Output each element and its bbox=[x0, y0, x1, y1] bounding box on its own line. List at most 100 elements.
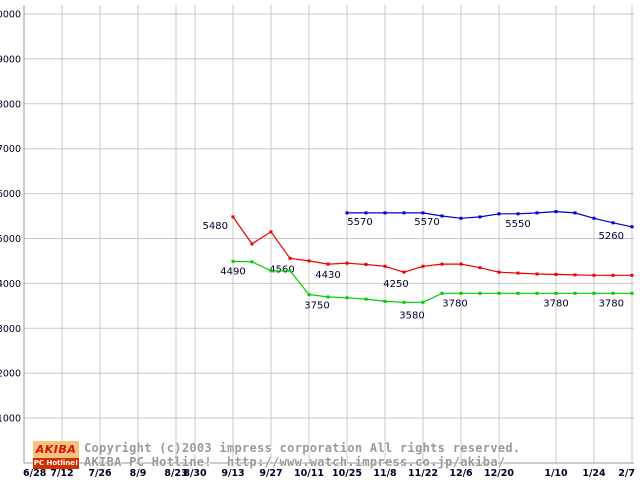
green-series-point bbox=[440, 291, 444, 295]
red-series-point bbox=[288, 256, 292, 260]
green-series-point bbox=[326, 295, 330, 299]
red-series-point bbox=[231, 215, 235, 219]
red-series-point bbox=[516, 271, 520, 275]
red-series-point bbox=[364, 263, 368, 266]
red-series-point bbox=[592, 273, 596, 277]
green-series-point bbox=[592, 291, 596, 295]
blue-series-point bbox=[554, 210, 558, 214]
green-series-point bbox=[535, 291, 539, 295]
blue-series-value-label: 5570 bbox=[414, 217, 439, 228]
x-axis-label: 12/20 bbox=[484, 468, 514, 479]
green-series-value-label: 3780 bbox=[599, 298, 624, 309]
y-axis-label: 9000 bbox=[0, 54, 21, 65]
red-series-point bbox=[459, 262, 463, 266]
red-series-point bbox=[478, 266, 482, 270]
blue-series-line bbox=[347, 210, 633, 228]
red-series-point bbox=[269, 230, 273, 234]
blue-series-point bbox=[630, 225, 634, 229]
red-series-value-label: 4560 bbox=[269, 264, 294, 275]
y-axis-label: 2000 bbox=[0, 369, 21, 380]
y-axis-label: 1000 bbox=[0, 414, 21, 425]
akiba-logo-subtext: PC Hotline! bbox=[33, 458, 79, 469]
x-axis-label: 11/22 bbox=[408, 468, 438, 479]
green-series-point bbox=[497, 291, 501, 295]
x-axis-label: 1/24 bbox=[582, 468, 606, 479]
x-axis-label: 8/23 bbox=[164, 468, 187, 479]
x-axis-label: 9/13 bbox=[221, 468, 244, 479]
y-axis-label: 8000 bbox=[0, 99, 21, 110]
x-axis-label: 9/27 bbox=[259, 468, 282, 479]
blue-series-value-label: 5550 bbox=[505, 219, 530, 230]
x-axis-label: 7/26 bbox=[88, 468, 112, 479]
red-series-value-label: 5480 bbox=[203, 221, 228, 232]
green-series-value-label: 3780 bbox=[442, 298, 467, 309]
red-series-point bbox=[573, 273, 577, 277]
blue-series-point bbox=[383, 211, 387, 215]
green-series-point bbox=[250, 260, 254, 264]
blue-series-value-label: 5570 bbox=[347, 217, 372, 228]
green-series-value-label: 3780 bbox=[543, 298, 568, 309]
y-axis-label: 6000 bbox=[0, 189, 21, 200]
red-series-value-label: 4430 bbox=[315, 270, 340, 281]
green-series-value-label: 4490 bbox=[220, 266, 245, 277]
x-axis-label: 7/12 bbox=[50, 468, 73, 479]
green-series-point bbox=[611, 291, 615, 295]
blue-series-point bbox=[421, 211, 425, 215]
green-series-point bbox=[307, 293, 311, 297]
red-series-point bbox=[611, 273, 615, 277]
copyright-line-2: AKIBA PC Hotline! http://www.watch.impre… bbox=[84, 455, 506, 469]
akiba-logo: AKIBA PC Hotline! bbox=[33, 441, 79, 469]
green-series-value-label: 3580 bbox=[399, 310, 424, 321]
blue-series-point bbox=[497, 212, 501, 216]
y-axis-label: 4000 bbox=[0, 279, 21, 290]
green-series-point bbox=[269, 269, 273, 273]
green-series-point bbox=[630, 291, 634, 295]
red-series-point bbox=[535, 272, 539, 276]
blue-series-point bbox=[478, 215, 482, 219]
green-series-line bbox=[232, 260, 632, 303]
blue-series-point bbox=[459, 216, 463, 220]
x-axis-label: 8/9 bbox=[130, 468, 147, 479]
red-series-point bbox=[421, 264, 425, 268]
blue-series-point bbox=[535, 211, 539, 215]
red-series-point bbox=[326, 262, 330, 266]
red-series-point bbox=[250, 242, 254, 246]
green-series-value-label: 3750 bbox=[304, 301, 329, 312]
y-axis-label: 3000 bbox=[0, 324, 21, 335]
green-series-point bbox=[421, 300, 425, 304]
red-series-point bbox=[554, 272, 558, 276]
red-series-point bbox=[440, 262, 444, 266]
red-series-point bbox=[630, 273, 634, 277]
red-series-point bbox=[497, 270, 501, 274]
green-series-point bbox=[364, 297, 368, 301]
blue-series-point bbox=[440, 214, 444, 218]
blue-series-point bbox=[402, 211, 406, 215]
green-series-point bbox=[554, 291, 558, 295]
x-axis-label: 2/7 bbox=[618, 468, 635, 479]
green-series-point bbox=[478, 291, 482, 295]
green-series-point bbox=[459, 291, 463, 295]
red-series-point bbox=[307, 259, 311, 263]
blue-series-value-label: 5260 bbox=[599, 231, 624, 242]
blue-series-point bbox=[516, 212, 520, 216]
blue-series-point bbox=[364, 211, 368, 215]
green-series-point bbox=[516, 291, 520, 295]
y-axis-label: 10000 bbox=[0, 10, 21, 21]
red-series-point bbox=[402, 270, 406, 274]
green-series-point bbox=[288, 269, 292, 273]
x-axis-label: 10/11 bbox=[294, 468, 324, 479]
x-axis-label: 12/6 bbox=[449, 468, 473, 479]
x-axis-label: 1/10 bbox=[544, 468, 568, 479]
blue-series-point bbox=[592, 216, 596, 220]
x-axis-label: 10/25 bbox=[332, 468, 362, 479]
blue-series-point bbox=[345, 211, 349, 215]
green-series-point bbox=[383, 299, 387, 303]
copyright-line-1: Copyright (c)2003 impress corporation Al… bbox=[84, 441, 521, 455]
y-axis-label: 7000 bbox=[0, 144, 21, 155]
blue-series-point bbox=[611, 221, 615, 225]
red-series-line bbox=[232, 216, 632, 276]
green-series-point bbox=[573, 291, 577, 295]
x-axis-label: 6/28 bbox=[23, 468, 47, 479]
green-series-point bbox=[231, 259, 235, 263]
